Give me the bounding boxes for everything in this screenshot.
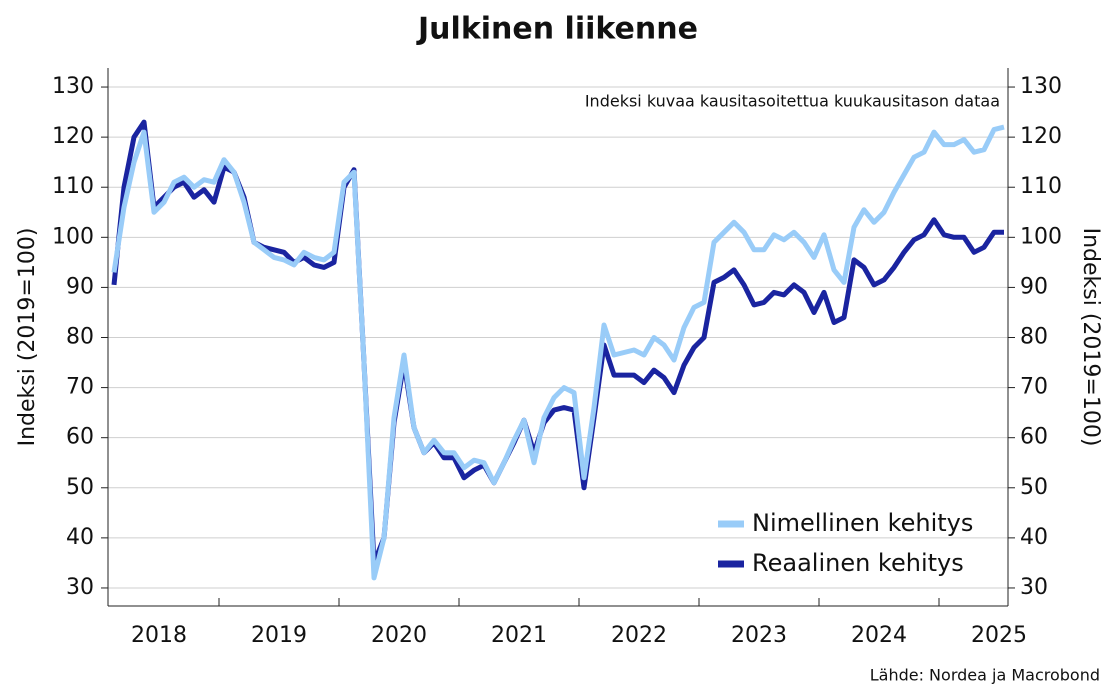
y2-tick-label: 50 bbox=[1020, 475, 1048, 500]
y2-tick-label: 60 bbox=[1020, 425, 1048, 450]
line-series bbox=[111, 124, 1005, 581]
y-tick-label: 60 bbox=[66, 425, 94, 450]
x-tick-label: 2020 bbox=[371, 623, 427, 648]
y-axis-label: Indeksi (2019=100) bbox=[15, 228, 40, 447]
y2-tick-label: 120 bbox=[1020, 124, 1062, 149]
y2-tick-label: 30 bbox=[1020, 575, 1048, 600]
x-tick-label: 2024 bbox=[851, 623, 907, 648]
source: Lähde: Nordea ja Macrobond bbox=[870, 666, 1100, 685]
y2-tick-label: 130 bbox=[1020, 74, 1062, 99]
legend-label: Nimellinen kehitys bbox=[752, 509, 973, 537]
y-tick-label: 40 bbox=[66, 525, 94, 550]
y2-tick-label: 110 bbox=[1020, 174, 1062, 199]
y2-tick-label: 70 bbox=[1020, 375, 1048, 400]
y2-tick-label: 90 bbox=[1020, 274, 1048, 299]
y2-tick-label: 100 bbox=[1020, 224, 1062, 249]
x-tick-label: 2022 bbox=[611, 623, 667, 648]
x-tick-label: 2019 bbox=[251, 623, 307, 648]
y-tick-label: 70 bbox=[66, 375, 94, 400]
line-series bbox=[111, 119, 1004, 566]
y2-tick-label: 40 bbox=[1020, 525, 1048, 550]
y-tick-label: 80 bbox=[66, 325, 94, 350]
y2-tick-label: 80 bbox=[1020, 325, 1048, 350]
x-tick-label: 2025 bbox=[971, 623, 1027, 648]
y-tick-label: 50 bbox=[66, 475, 94, 500]
y-tick-label: 90 bbox=[66, 274, 94, 299]
y-tick-label: 100 bbox=[52, 224, 94, 249]
x-tick-label: 2023 bbox=[731, 623, 787, 648]
legend-label: Reaalinen kehitys bbox=[752, 549, 964, 577]
x-tick-label: 2021 bbox=[491, 623, 547, 648]
y-tick-label: 130 bbox=[52, 74, 94, 99]
chart-title: Julkinen liikenne bbox=[416, 12, 698, 47]
x-tick-label: 2018 bbox=[131, 623, 187, 648]
y-tick-label: 120 bbox=[52, 124, 94, 149]
y2-axis-label: Indeksi (2019=100) bbox=[1078, 228, 1103, 447]
y-tick-label: 110 bbox=[52, 174, 94, 199]
y-tick-label: 30 bbox=[66, 575, 94, 600]
annotation: Indeksi kuvaa kausitasoitettua kuukausit… bbox=[585, 92, 1000, 111]
